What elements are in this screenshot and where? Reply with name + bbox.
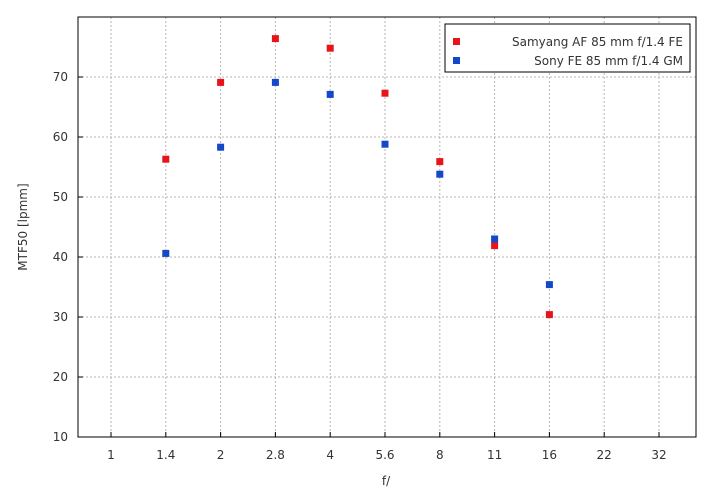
samyang-point	[491, 242, 499, 250]
x-tick-label: 1	[107, 448, 115, 462]
legend-label-sony: Sony FE 85 mm f/1.4 GM	[534, 54, 683, 68]
x-tick-label: 22	[597, 448, 612, 462]
sony-point	[217, 143, 225, 151]
sony-point	[271, 78, 279, 86]
x-tick-label: 16	[542, 448, 557, 462]
y-axis-label: MTF50 [lpmm]	[16, 183, 30, 270]
sony-point	[326, 90, 334, 98]
legend-swatch-samyang	[453, 38, 460, 45]
x-tick-label: 8	[436, 448, 444, 462]
sony-point	[436, 170, 444, 178]
samyang-point	[381, 89, 389, 97]
sony-point	[545, 281, 553, 289]
x-axis-ticks: 1 1.4 2 2.8 4 5.6 8 11 16 22 32	[107, 432, 667, 462]
samyang-point	[545, 311, 553, 319]
x-tick-label: 2.8	[266, 448, 285, 462]
samyang-point	[217, 78, 225, 86]
sony-point	[381, 140, 389, 148]
y-tick-label: 20	[53, 370, 68, 384]
y-tick-label: 70	[53, 70, 68, 84]
legend-label-samyang: Samyang AF 85 mm f/1.4 FE	[512, 35, 683, 49]
x-tick-label: 2	[217, 448, 225, 462]
y-tick-label: 30	[53, 310, 68, 324]
legend-swatch-sony	[453, 57, 460, 64]
y-axis-ticks: 10 20 30 40 50 60 70	[53, 70, 83, 444]
x-tick-label: 1.4	[156, 448, 175, 462]
plot-frame	[77, 16, 697, 438]
x-tick-label: 5.6	[375, 448, 394, 462]
samyang-point	[436, 158, 444, 166]
x-tick-label: 11	[487, 448, 502, 462]
samyang-point	[326, 44, 334, 52]
x-tick-label: 32	[651, 448, 666, 462]
y-tick-label: 50	[53, 190, 68, 204]
samyang-point	[162, 155, 170, 163]
x-axis-label: f/	[382, 474, 391, 488]
data-points	[162, 35, 553, 319]
y-tick-label: 40	[53, 250, 68, 264]
sony-point	[162, 249, 170, 257]
legend: Samyang AF 85 mm f/1.4 FE Sony FE 85 mm …	[444, 23, 691, 73]
y-tick-label: 10	[53, 430, 68, 444]
sony-point	[491, 235, 499, 243]
legend-box	[444, 23, 691, 73]
y-tick-label: 60	[53, 130, 68, 144]
x-tick-label: 4	[326, 448, 334, 462]
samyang-point	[271, 35, 279, 43]
